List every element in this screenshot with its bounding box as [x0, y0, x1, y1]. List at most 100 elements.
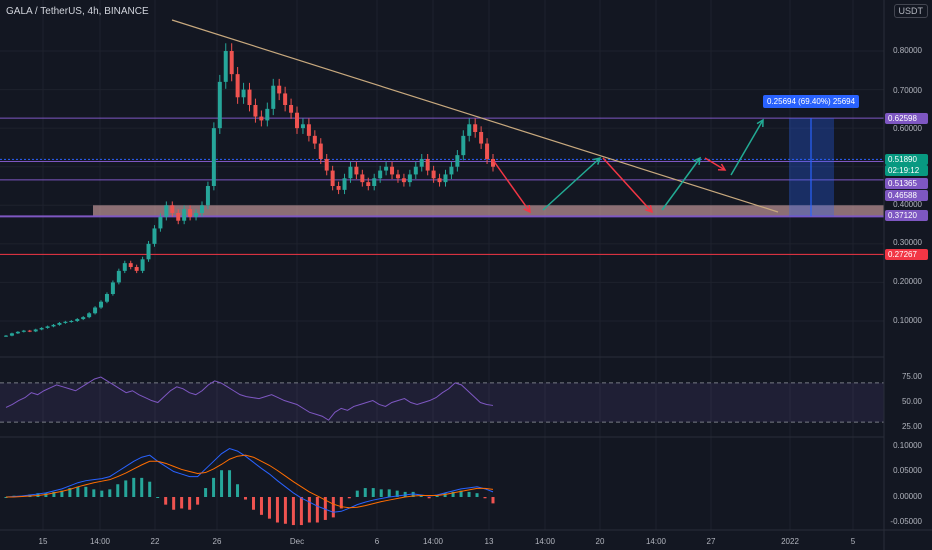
- macd-histogram-bar: [76, 486, 80, 497]
- countdown-label: 02:19:12: [885, 165, 928, 176]
- macd-histogram-bar: [220, 470, 224, 497]
- macd-histogram-bar: [339, 497, 343, 509]
- macd-histogram-bar: [164, 497, 168, 505]
- rsi-line: [5, 376, 494, 421]
- price-tick: 0.10000: [893, 316, 922, 325]
- candle-body: [378, 170, 383, 179]
- candle-body: [170, 205, 175, 213]
- macd-histogram-bar: [60, 490, 64, 497]
- candle-body: [241, 89, 246, 98]
- candle-body: [467, 124, 472, 136]
- time-tick: 6: [374, 537, 380, 546]
- candle-body: [217, 81, 222, 129]
- macd-line: [5, 448, 494, 513]
- candle-body: [443, 174, 448, 183]
- candle-body: [51, 324, 56, 327]
- candle-body: [348, 166, 353, 179]
- candle-body: [223, 51, 228, 82]
- candle-body: [158, 216, 163, 229]
- macd-histogram-bar: [108, 489, 112, 497]
- macd-histogram-bar: [403, 491, 407, 497]
- macd-histogram-bar: [212, 477, 216, 497]
- macd-histogram-bar: [315, 497, 319, 523]
- candle-body: [229, 51, 234, 75]
- candle-body: [69, 321, 74, 322]
- macd-histogram-bar: [291, 497, 295, 526]
- macd-histogram-bar: [323, 497, 327, 520]
- candle-body: [372, 178, 377, 186]
- macd-pane: [4, 448, 495, 526]
- macd-histogram-bar: [451, 491, 455, 497]
- candle-body: [21, 330, 26, 332]
- candle-body: [324, 159, 329, 171]
- rsi-band: [0, 382, 884, 423]
- macd-histogram-bar: [331, 497, 335, 518]
- arrow-head: [717, 163, 727, 171]
- macd-histogram-bar: [347, 497, 351, 499]
- macd-histogram-bar: [116, 484, 120, 497]
- macd-histogram-bar: [411, 491, 415, 497]
- candle-body: [295, 112, 300, 129]
- measure-label[interactable]: 0.25694 (69.40%) 25694: [763, 95, 860, 108]
- rsi-tick: 75.00: [901, 372, 922, 381]
- time-tick: 27: [706, 537, 716, 546]
- candle-body: [164, 205, 169, 217]
- candle-body: [211, 128, 216, 186]
- macd-histogram-bar: [172, 497, 176, 510]
- price-tick: 0.20000: [893, 277, 922, 286]
- price-tick: 0.80000: [893, 46, 922, 55]
- macd-histogram-bar: [251, 497, 255, 510]
- macd-tick: -0.05000: [890, 517, 922, 526]
- macd-histogram-bar: [100, 490, 104, 497]
- candle-body: [4, 335, 8, 337]
- time-tick: 5: [850, 537, 856, 546]
- candle-body: [336, 186, 341, 190]
- candle-body: [366, 182, 371, 186]
- candle-body: [312, 135, 317, 144]
- time-tick: 13: [484, 537, 494, 546]
- time-tick: 14:00: [645, 537, 667, 546]
- candle-body: [122, 263, 127, 271]
- candle-body: [182, 209, 187, 221]
- candle-body: [33, 329, 38, 332]
- macd-histogram-bar: [379, 489, 383, 497]
- projection-arrow: [704, 157, 726, 171]
- time-tick: 22: [150, 537, 160, 546]
- currency-button[interactable]: USDT: [893, 4, 928, 18]
- macd-histogram-bar: [443, 493, 447, 497]
- candle-body: [360, 174, 365, 183]
- macd-histogram-bar: [188, 497, 192, 510]
- projection-arrow: [492, 159, 531, 213]
- level-label: 0.37120: [885, 210, 928, 221]
- macd-histogram-bar: [244, 497, 248, 500]
- candle-body: [277, 85, 282, 94]
- price-tick: 0.40000: [893, 200, 922, 209]
- rsi-tick: 25.00: [901, 422, 922, 431]
- candle-body: [265, 108, 270, 121]
- symbol-title[interactable]: GALA / TetherUS, 4h, BINANCE: [6, 6, 149, 17]
- level-label: 0.62598: [885, 113, 928, 124]
- price-tick: 0.30000: [893, 238, 922, 247]
- candle-body: [247, 89, 252, 105]
- candle-body: [81, 317, 86, 320]
- arrow-head: [523, 204, 531, 214]
- macd-histogram-bar: [275, 497, 279, 523]
- last-price-label: 0.51890: [885, 154, 928, 165]
- projection-arrow: [661, 157, 701, 211]
- candle-body: [128, 263, 133, 267]
- arrow-head: [693, 156, 701, 166]
- candle-body: [259, 116, 264, 121]
- macd-histogram-bar: [355, 490, 359, 497]
- candle-body: [395, 174, 400, 179]
- arrow-head: [756, 118, 764, 128]
- candle-body: [390, 166, 395, 175]
- level-label: 0.51365: [885, 178, 928, 189]
- macd-tick: 0.00000: [893, 492, 922, 501]
- macd-histogram-bar: [459, 490, 463, 497]
- candle-body: [152, 228, 157, 244]
- candle-body: [45, 326, 50, 328]
- macd-histogram-bar: [259, 497, 263, 515]
- time-tick: 26: [212, 537, 222, 546]
